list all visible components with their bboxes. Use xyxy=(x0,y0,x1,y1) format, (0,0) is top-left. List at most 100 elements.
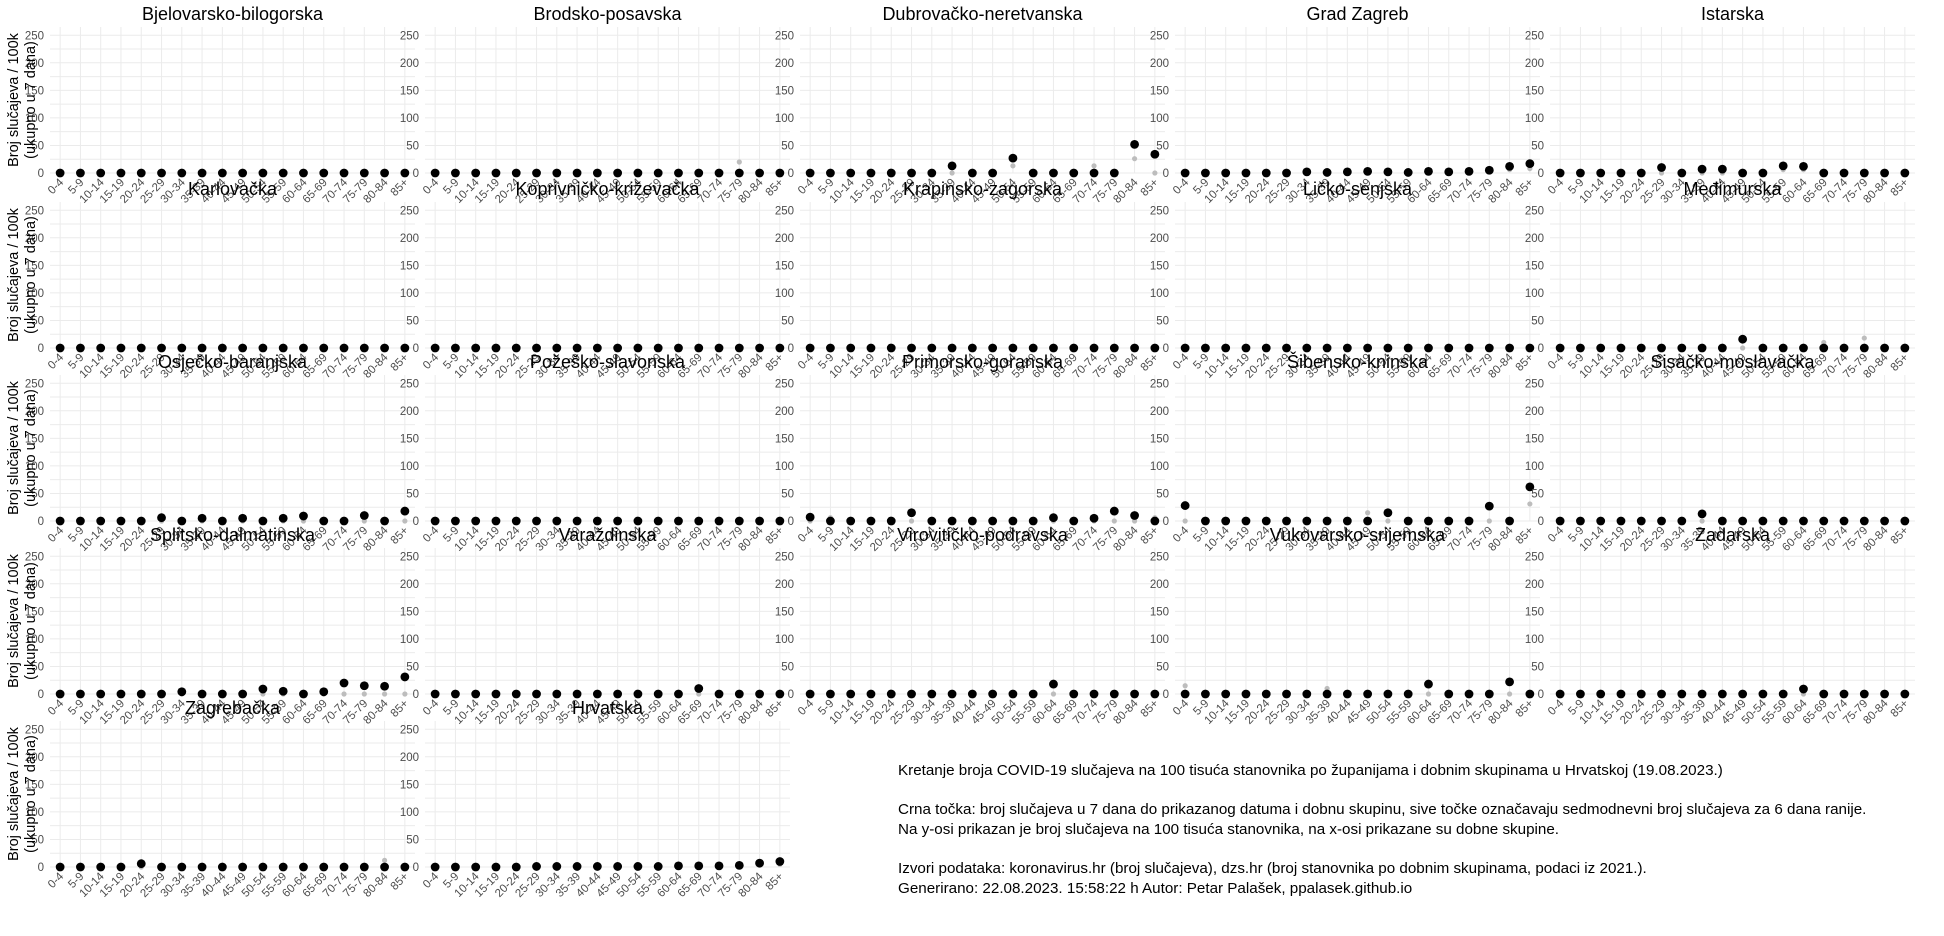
y-tick-label: 0 xyxy=(38,862,44,874)
data-point-current xyxy=(967,343,977,353)
data-point-current xyxy=(76,862,85,872)
data-point-current xyxy=(400,168,410,178)
data-point-current xyxy=(380,516,389,526)
caption-generated: Generirano: 22.08.2023. 15:58:22 h Autor… xyxy=(898,879,1413,897)
data-point-current xyxy=(1150,149,1160,159)
data-point-current xyxy=(1900,516,1910,526)
data-point-current xyxy=(299,343,308,353)
y-tick-label: 100 xyxy=(775,461,794,473)
data-point-current xyxy=(805,168,815,178)
y-tick-label: 100 xyxy=(400,634,419,646)
data-point-current xyxy=(1282,689,1291,699)
y-tick-label: 150 xyxy=(25,260,44,272)
y-tick-label: 100 xyxy=(25,113,44,125)
x-tick-label: 0-4 xyxy=(421,351,442,372)
data-point-current xyxy=(927,343,937,353)
data-point-previous xyxy=(1385,518,1391,524)
panel-title: Splitsko-dalmatinska xyxy=(150,525,316,545)
data-point-current xyxy=(319,516,329,526)
y-tick-label: 200 xyxy=(1150,406,1169,418)
y-tick-label: 0 xyxy=(1538,168,1544,180)
data-point-current xyxy=(907,689,916,699)
data-point-current xyxy=(511,516,521,526)
y-tick-label: 150 xyxy=(1525,433,1544,445)
data-point-current xyxy=(633,689,643,699)
data-point-current xyxy=(1150,689,1160,699)
data-point-current xyxy=(197,168,207,178)
data-point-current xyxy=(846,168,856,178)
data-point-current xyxy=(116,862,126,872)
data-point-previous xyxy=(1091,163,1097,169)
y-tick-label: 200 xyxy=(25,58,44,70)
data-point-current xyxy=(177,862,187,872)
y-tick-label: 0 xyxy=(413,689,419,701)
data-point-current xyxy=(76,343,85,353)
data-point-current xyxy=(1282,516,1291,526)
y-tick-label: 100 xyxy=(1525,461,1544,473)
data-point-previous xyxy=(736,159,742,165)
data-point-current xyxy=(1444,343,1454,353)
data-point-current xyxy=(1616,343,1626,353)
y-axis-label-secondary: (ukupno u 7 dana) xyxy=(23,389,39,507)
data-point-current xyxy=(907,508,916,518)
y-tick-label: 250 xyxy=(775,378,794,390)
data-point-current xyxy=(613,343,623,353)
data-point-current xyxy=(1049,168,1058,178)
data-point-current xyxy=(1028,516,1038,526)
data-point-current xyxy=(1221,343,1231,353)
x-tick-label: 0-4 xyxy=(421,870,442,891)
data-point-current xyxy=(886,168,896,178)
data-point-current xyxy=(258,343,268,353)
data-point-current xyxy=(471,343,481,353)
y-tick-label: 250 xyxy=(775,205,794,217)
data-point-previous xyxy=(1506,691,1513,697)
data-point-previous xyxy=(1861,335,1867,341)
data-point-current xyxy=(572,343,582,353)
data-point-current xyxy=(319,343,329,353)
panel-title: Istarska xyxy=(1701,4,1765,24)
data-point-previous xyxy=(1740,345,1746,351)
data-point-current xyxy=(491,168,501,178)
data-point-current xyxy=(430,168,440,178)
data-point-current xyxy=(1505,677,1514,687)
data-point-current xyxy=(116,343,126,353)
data-point-current xyxy=(1859,516,1869,526)
data-point-current xyxy=(339,516,349,526)
y-tick-label: 50 xyxy=(31,488,44,500)
data-point-current xyxy=(674,861,683,871)
data-point-current xyxy=(755,343,764,353)
x-tick-label: 85+ xyxy=(1889,697,1911,719)
data-point-current xyxy=(1130,511,1139,520)
caption-title: Kretanje broja COVID-19 slučajeva na 100… xyxy=(898,762,1723,779)
data-point-current xyxy=(1130,139,1139,149)
data-point-current xyxy=(1839,168,1849,178)
data-point-current xyxy=(866,516,876,526)
data-point-current xyxy=(1008,689,1018,699)
x-tick-label: 85+ xyxy=(764,697,786,719)
data-point-current xyxy=(1636,343,1646,353)
data-point-current xyxy=(988,689,998,699)
y-tick-label: 250 xyxy=(1150,551,1169,563)
y-tick-label: 100 xyxy=(25,288,44,300)
y-tick-label: 250 xyxy=(1525,378,1544,390)
data-point-current xyxy=(96,168,106,178)
data-point-current xyxy=(76,168,85,178)
x-tick-label: 0-4 xyxy=(1171,176,1192,197)
data-point-current xyxy=(491,516,501,526)
data-point-current xyxy=(471,168,481,178)
data-point-current xyxy=(907,343,916,353)
chart-caption: Kretanje broja COVID-19 slučajeva na 100… xyxy=(898,761,1938,898)
data-point-current xyxy=(1383,689,1393,699)
data-point-current xyxy=(177,168,187,178)
data-point-previous xyxy=(1010,163,1016,169)
data-point-current xyxy=(157,862,166,872)
data-point-current xyxy=(1616,689,1626,699)
data-point-current xyxy=(1342,343,1352,353)
data-point-current xyxy=(1322,516,1332,526)
